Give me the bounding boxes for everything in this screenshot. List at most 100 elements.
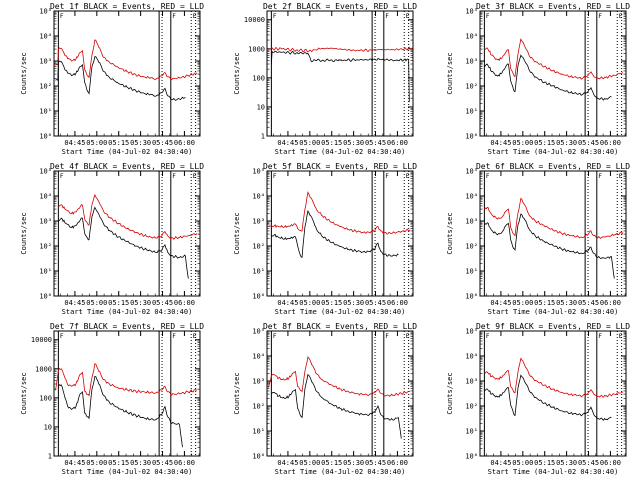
flag-label: E bbox=[619, 173, 623, 180]
flag-label: F bbox=[60, 333, 64, 340]
y-tick-label: 1 bbox=[261, 133, 265, 141]
y-axis-label: Counts/sec bbox=[446, 212, 454, 254]
y-tick-label: 1000 bbox=[35, 365, 52, 373]
series-lld-line bbox=[484, 357, 624, 398]
panel-title: Det_2f BLACK = Events, RED = LLD bbox=[263, 2, 417, 11]
y-tick-label: 10 bbox=[257, 103, 265, 111]
flag-label: F bbox=[60, 13, 64, 20]
x-tick-label: 05:00 bbox=[512, 459, 533, 467]
x-tick-label: 05:45 bbox=[152, 299, 173, 307]
x-tick-label: 04:45 bbox=[490, 459, 511, 467]
y-tick-label: 10⁰ bbox=[465, 453, 478, 461]
y-tick-label: 10000 bbox=[31, 336, 52, 344]
y-tick-label: 10⁴ bbox=[39, 33, 52, 41]
flag-label: F bbox=[486, 173, 490, 180]
panel-svg: Det_4f BLACK = Events, RED = LLD 10⁰ 10¹ 10… bbox=[20, 162, 204, 316]
x-tick-label: 05:15 bbox=[534, 139, 555, 147]
x-tick-label: 05:30 bbox=[556, 139, 577, 147]
x-tick-label: 05:30 bbox=[130, 459, 151, 467]
panel-det-5: Det_5f BLACK = Events, RED = LLD 10⁰ 10¹ 10… bbox=[213, 160, 426, 320]
series-events-line bbox=[484, 374, 612, 421]
y-tick-label: 10⁵ bbox=[465, 168, 478, 176]
x-tick-label: 05:15 bbox=[534, 299, 555, 307]
series-lld-line bbox=[55, 363, 198, 397]
plot-frame bbox=[53, 330, 201, 457]
x-tick-label: 05:45 bbox=[152, 139, 173, 147]
y-axis-label: Counts/sec bbox=[233, 52, 241, 94]
y-tick-label: 10⁵ bbox=[252, 168, 265, 176]
flag-label: F bbox=[172, 173, 176, 180]
flag-label: E bbox=[619, 333, 623, 340]
flag-label: F bbox=[273, 173, 277, 180]
x-tick-label: 04:45 bbox=[490, 139, 511, 147]
flag-label: E bbox=[406, 173, 410, 180]
series-lld-line bbox=[484, 197, 624, 239]
flag-label: E bbox=[406, 333, 410, 340]
y-tick-label: 100 bbox=[252, 74, 265, 82]
y-tick-label: 10⁴ bbox=[252, 193, 265, 201]
plot-frame bbox=[479, 330, 627, 457]
x-axis-label: Start Time (04-Jul-02 04:30:40) bbox=[62, 148, 193, 156]
x-tick-label: 05:30 bbox=[343, 459, 364, 467]
flag-label: F bbox=[598, 333, 602, 340]
x-tick-label: 05:30 bbox=[130, 299, 151, 307]
y-tick-label: 10⁰ bbox=[39, 293, 52, 301]
x-axis-label: Start Time (04-Jul-02 04:30:40) bbox=[488, 308, 619, 316]
y-tick-label: 10¹ bbox=[465, 268, 478, 276]
x-tick-label: 05:15 bbox=[108, 139, 129, 147]
x-tick-label: 05:45 bbox=[578, 299, 599, 307]
panel-title: Det_1f BLACK = Events, RED = LLD bbox=[50, 2, 204, 11]
y-axis-label: Counts/sec bbox=[233, 372, 241, 414]
x-tick-label: 04:45 bbox=[277, 459, 298, 467]
x-tick-label: 05:15 bbox=[321, 299, 342, 307]
panel-det-6: Det_6f BLACK = Events, RED = LLD 10⁰ 10¹ 10… bbox=[426, 160, 639, 320]
flag-label: F bbox=[385, 333, 389, 340]
x-axis-label: Start Time (04-Jul-02 04:30:40) bbox=[488, 468, 619, 476]
plot-frame bbox=[266, 10, 414, 137]
y-tick-label: 10² bbox=[465, 243, 478, 251]
x-tick-label: 06:00 bbox=[174, 459, 195, 467]
y-tick-label: 10⁵ bbox=[39, 8, 52, 16]
x-tick-label: 05:45 bbox=[152, 459, 173, 467]
flag-label: F bbox=[60, 173, 64, 180]
x-axis-label: Start Time (04-Jul-02 04:30:40) bbox=[275, 148, 406, 156]
y-tick-label: 10³ bbox=[465, 218, 478, 226]
panel-title: Det_7f BLACK = Events, RED = LLD bbox=[50, 322, 204, 331]
y-tick-label: 10¹ bbox=[39, 268, 52, 276]
flag-label: F bbox=[486, 13, 490, 20]
flag-label: E bbox=[406, 13, 410, 20]
flag-label: F bbox=[385, 13, 389, 20]
series-events-line bbox=[55, 56, 186, 101]
panel-det-3: Det_3f BLACK = Events, RED = LLD 10⁰ 10¹ 10… bbox=[426, 0, 639, 160]
y-tick-label: 100 bbox=[39, 394, 52, 402]
x-tick-label: 04:45 bbox=[277, 139, 298, 147]
y-axis-label: Counts/sec bbox=[233, 212, 241, 254]
series-lld-line bbox=[58, 193, 198, 240]
y-tick-label: 10¹ bbox=[252, 268, 265, 276]
x-tick-label: 06:00 bbox=[600, 139, 621, 147]
x-tick-label: 06:00 bbox=[174, 139, 195, 147]
x-tick-label: 05:45 bbox=[365, 139, 386, 147]
y-axis-label: Counts/sec bbox=[20, 372, 28, 414]
x-tick-label: 05:45 bbox=[578, 139, 599, 147]
panel-title: Det_5f BLACK = Events, RED = LLD bbox=[263, 162, 417, 171]
series-events-line bbox=[271, 209, 399, 258]
panel-det-1: Det_1f BLACK = Events, RED = LLD 10⁰ 10¹ 10… bbox=[0, 0, 213, 160]
plot-frame bbox=[53, 170, 201, 297]
y-tick-label: 10¹ bbox=[39, 108, 52, 116]
x-axis-label: Start Time (04-Jul-02 04:30:40) bbox=[62, 468, 193, 476]
y-tick-label: 10⁰ bbox=[252, 453, 265, 461]
x-tick-label: 05:00 bbox=[86, 299, 107, 307]
panel-title: Det_4f BLACK = Events, RED = LLD bbox=[50, 162, 204, 171]
y-tick-label: 1000 bbox=[248, 45, 265, 53]
y-tick-label: 10¹ bbox=[465, 108, 478, 116]
panel-svg: Det_7f BLACK = Events, RED = LLD 1 10 100 10… bbox=[20, 322, 204, 476]
x-tick-label: 06:00 bbox=[174, 299, 195, 307]
x-tick-label: 06:00 bbox=[387, 459, 408, 467]
plot-frame bbox=[266, 330, 414, 457]
panel-det-9: Det_9f BLACK = Events, RED = LLD 10⁰ 10¹ 10… bbox=[426, 320, 639, 480]
x-axis-label: Start Time (04-Jul-02 04:30:40) bbox=[488, 148, 619, 156]
x-tick-label: 04:45 bbox=[64, 299, 85, 307]
x-tick-label: 05:45 bbox=[365, 299, 386, 307]
y-tick-label: 10³ bbox=[465, 378, 478, 386]
